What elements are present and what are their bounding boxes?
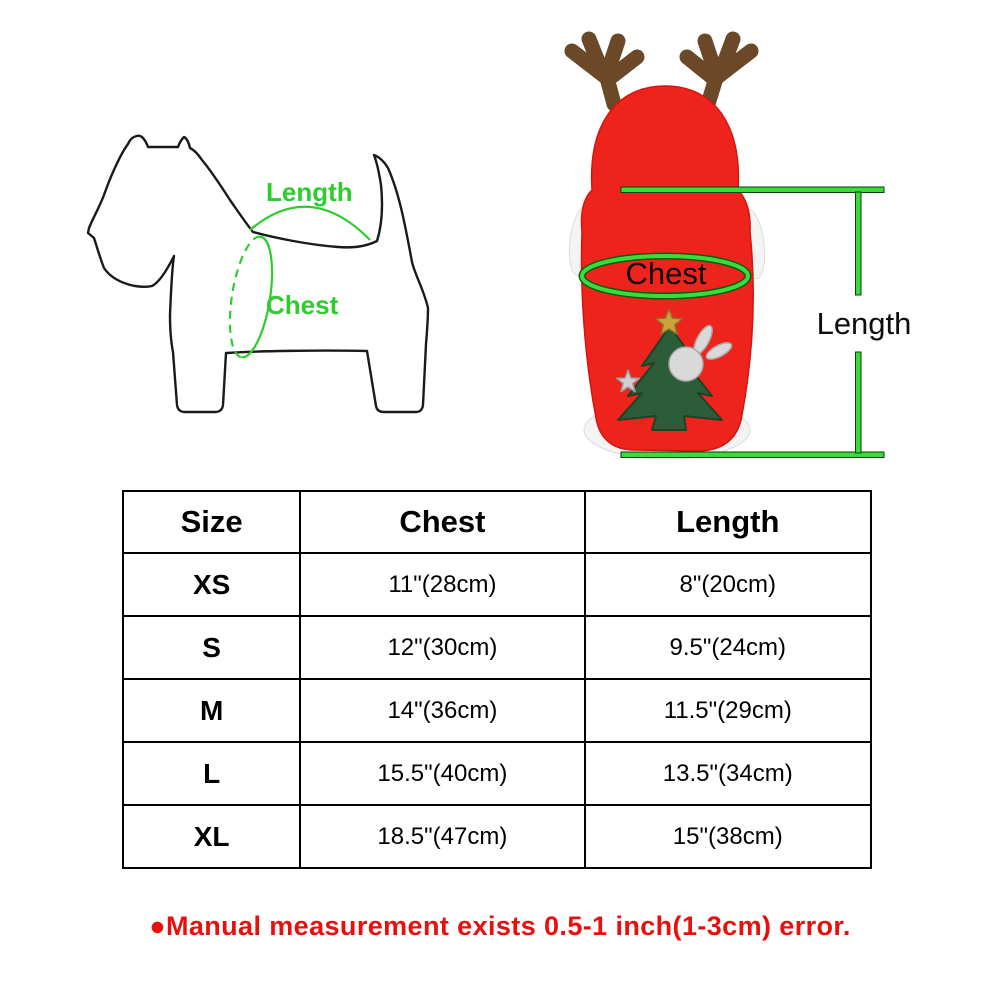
chest-cell: 12"(30cm) <box>299 615 586 680</box>
length-cell: 9.5"(24cm) <box>583 615 872 680</box>
dog-chest-label: Chest <box>266 290 339 320</box>
size-cell: S <box>121 615 302 680</box>
dog-length-arc <box>249 205 371 241</box>
size-cell: XL <box>121 804 302 869</box>
table-row-l: L 15.5"(40cm) 13.5"(34cm) <box>121 741 872 806</box>
christmas-tree-applique <box>617 325 723 431</box>
table-row-m: M 14"(36cm) 11.5"(29cm) <box>121 678 872 743</box>
table-row-s: S 12"(30cm) 9.5"(24cm) <box>121 615 872 680</box>
measurement-lines <box>620 186 885 458</box>
length-measure-line-lower <box>855 351 862 454</box>
chest-cell: 14"(36cm) <box>299 678 586 743</box>
dog-measurement-diagram: Length Chest <box>86 134 430 414</box>
table-header-chest: Chest <box>299 490 586 554</box>
length-cell: 15"(38cm) <box>583 804 872 869</box>
chest-measure-ellipse <box>580 254 750 298</box>
length-cell: 8"(20cm) <box>583 552 872 617</box>
dog-length-label: Length <box>266 177 353 207</box>
length-measure-line-upper <box>855 191 862 296</box>
length-cell: 11.5"(29cm) <box>583 678 872 743</box>
top-measure-line <box>620 186 885 193</box>
chest-cell: 15.5"(40cm) <box>299 741 586 806</box>
chest-cell: 18.5"(47cm) <box>299 804 586 869</box>
size-chart-table: Size Chest Length XS 11"(28cm) 8"(20cm) … <box>121 490 872 869</box>
size-cell: M <box>121 678 302 743</box>
costume-measurement-diagram: Chest Length <box>564 31 912 460</box>
measurement-error-note: ●Manual measurement exists 0.5-1 inch(1-… <box>149 911 851 941</box>
table-header-size: Size <box>121 490 302 554</box>
size-cell: L <box>121 741 302 806</box>
measurement-figure: Length Chest <box>86 31 912 460</box>
table-header-row: Size Chest Length <box>121 490 872 554</box>
length-cell: 13.5"(34cm) <box>583 741 872 806</box>
dog-chest-ellipse-solid <box>241 235 274 359</box>
gold-star <box>654 308 684 336</box>
table-header-length: Length <box>583 490 872 554</box>
left-antler <box>564 31 645 112</box>
dog-outline <box>86 134 430 414</box>
bunny-applique <box>668 324 733 382</box>
silver-star <box>615 369 641 393</box>
table-row-xl: XL 18.5"(47cm) 15"(38cm) <box>121 804 872 869</box>
table-row-xs: XS 11"(28cm) 8"(20cm) <box>121 552 872 617</box>
costume-length-label: Length <box>817 306 912 341</box>
chest-cell: 11"(28cm) <box>299 552 586 617</box>
costume-chest-label: Chest <box>626 256 707 291</box>
size-cell: XS <box>121 552 302 617</box>
bottom-measure-line <box>620 451 885 458</box>
